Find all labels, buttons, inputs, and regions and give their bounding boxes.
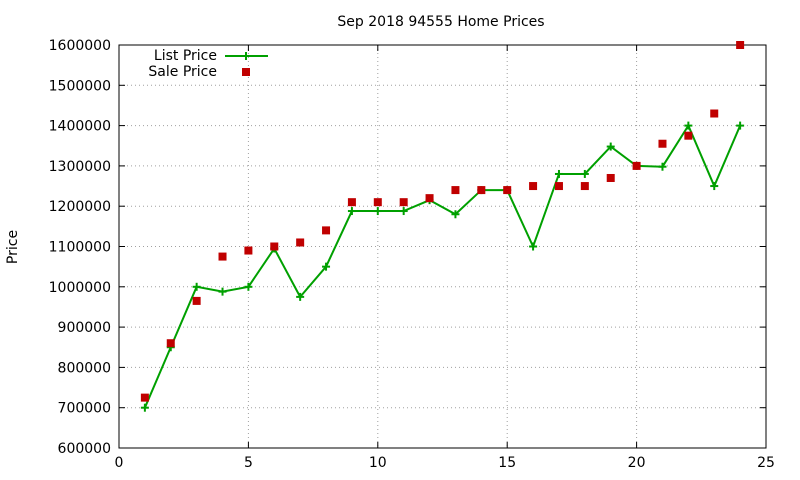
data-point xyxy=(554,169,563,178)
x-tick-label: 0 xyxy=(115,455,124,471)
y-tick-label: 1300000 xyxy=(49,159,111,175)
legend-label-sale-price: Sale Price xyxy=(148,64,217,80)
data-point xyxy=(140,393,149,402)
data-point xyxy=(503,186,512,195)
plot-frame xyxy=(118,44,767,449)
legend-marker-sale-price xyxy=(242,68,250,76)
data-point xyxy=(322,262,331,271)
data-point xyxy=(347,198,356,207)
x-tick-label: 5 xyxy=(244,455,253,471)
x-tick-label: 10 xyxy=(369,455,387,471)
legend-label-list-price: List Price xyxy=(154,48,217,64)
grid-lines xyxy=(119,45,766,448)
y-tick-label: 1000000 xyxy=(49,280,111,296)
data-point xyxy=(373,207,382,216)
series-list-price xyxy=(140,121,745,412)
data-point xyxy=(736,41,745,49)
data-point xyxy=(606,173,615,182)
data-point xyxy=(192,282,201,291)
data-point xyxy=(244,246,253,255)
legend-marker-list-price xyxy=(242,52,250,60)
y-tick-label: 800000 xyxy=(58,360,111,376)
data-point xyxy=(632,161,641,170)
legend: List Price Sale Price xyxy=(148,48,268,80)
y-tick-label: 1100000 xyxy=(49,240,111,256)
data-point xyxy=(529,242,538,251)
y-tick-label: 1400000 xyxy=(49,119,111,135)
data-point xyxy=(296,238,305,247)
data-point xyxy=(347,207,356,216)
data-point xyxy=(322,226,331,235)
data-point xyxy=(451,186,460,195)
data-point xyxy=(684,131,693,140)
data-point xyxy=(529,182,538,191)
y-tick-label: 600000 xyxy=(58,441,111,457)
data-point xyxy=(710,182,719,191)
data-point xyxy=(580,182,589,191)
data-point xyxy=(658,139,667,148)
data-point xyxy=(399,198,408,207)
y-tick-label: 900000 xyxy=(58,320,111,336)
data-point xyxy=(477,186,486,195)
y-tick-label: 1500000 xyxy=(49,78,111,94)
axes: 0 5 10 15 20 25 600000 700000 800000 900000 100000… xyxy=(49,38,775,471)
chart-title: Sep 2018 94555 Home Prices xyxy=(337,14,544,30)
data-point xyxy=(140,403,149,412)
y-tick-label: 1600000 xyxy=(49,38,111,54)
x-tick-label: 25 xyxy=(757,455,775,471)
y-tick-label: 1200000 xyxy=(49,199,111,215)
series-layer xyxy=(140,41,745,412)
data-point xyxy=(218,252,227,261)
x-tick-label: 15 xyxy=(498,455,516,471)
data-point xyxy=(244,282,253,291)
data-point xyxy=(684,121,693,130)
series-sale-price xyxy=(140,41,745,402)
data-point xyxy=(710,109,719,118)
data-point xyxy=(218,287,227,296)
data-point xyxy=(606,142,615,151)
data-point xyxy=(192,296,201,305)
data-point xyxy=(399,207,408,216)
data-point xyxy=(270,242,279,251)
x-tick-label: 20 xyxy=(628,455,646,471)
data-point xyxy=(580,169,589,178)
data-point xyxy=(425,194,434,203)
y-axis-label: Price xyxy=(5,230,21,264)
data-point xyxy=(166,339,175,348)
y-tick-label: 700000 xyxy=(58,401,111,417)
data-point xyxy=(554,182,563,191)
data-point xyxy=(296,292,305,301)
data-point xyxy=(373,198,382,207)
data-point xyxy=(658,162,667,171)
data-point xyxy=(451,210,460,219)
data-point xyxy=(736,121,745,130)
series-line xyxy=(143,123,742,409)
